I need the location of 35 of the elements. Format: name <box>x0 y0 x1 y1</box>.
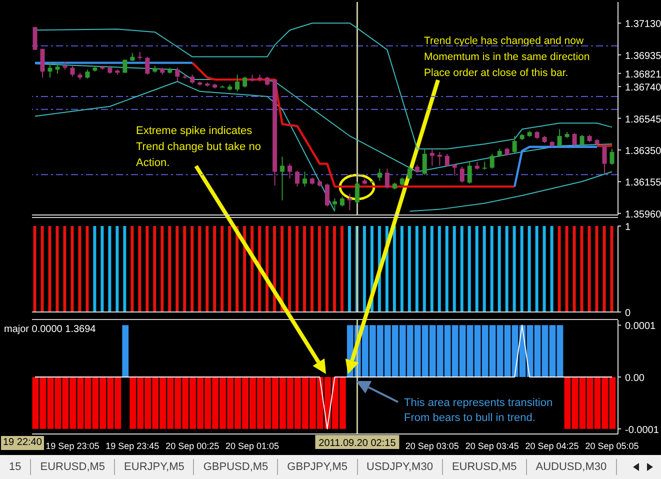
x-tick-label: 20 Sep 04:25 <box>525 441 579 451</box>
text: 15 <box>0 459 32 475</box>
annotation: Extreme spike indicates Trend change but take no Action. <box>136 125 261 169</box>
text: USDJPY,M30 <box>358 459 443 475</box>
text: 19 22:40 <box>1 436 44 450</box>
x-tick-label: 20 Sep 05:05 <box>585 441 639 451</box>
text: EURJPY,M5 <box>115 459 194 475</box>
annotation: Trend cycle has changed and now Momemtum is in the same direction Place order at close of this bar. <box>424 35 590 79</box>
ref-line-label: 2011.09.20 02:15 <box>318 438 396 449</box>
text: GBPJPY,M5 <box>278 459 358 475</box>
y-tick-label: 1.35960 <box>625 209 661 220</box>
y-tick-label: 1.36740 <box>625 82 661 94</box>
y-tick-label: 1.37130 <box>625 19 661 30</box>
x-tick-label: 20 Sep 03:45 <box>465 441 519 451</box>
x-tick-label: 20 Sep 00:25 <box>166 441 220 451</box>
y-tick-label: 1.36350 <box>625 146 661 157</box>
y-tick-label: -0.0001 <box>625 424 660 436</box>
text: EURUSD,M5 <box>442 459 527 475</box>
x-tick-label: 19 Sep 23:45 <box>106 441 160 451</box>
text: AUDUSD,M30 <box>526 459 617 475</box>
chart-title: major 0.0000 1.3694 <box>4 324 96 335</box>
x-tick-label: 19 Sep 23:05 <box>46 441 100 451</box>
y-tick-label: 1.36935 <box>625 50 661 62</box>
y-tick-label: 1.36545 <box>625 114 661 126</box>
text: EURUSD,M5 <box>31 459 116 475</box>
x-tick-label: 20 Sep 03:05 <box>405 441 459 451</box>
x-tick-label: 20 Sep 01:05 <box>226 441 280 451</box>
y-tick-label: 1 <box>625 222 631 233</box>
y-tick-label: 0.0001 <box>625 321 656 332</box>
annotation: This area represents transition From bears to bull in trend. <box>404 397 553 424</box>
y-tick-label: 0 <box>625 308 631 319</box>
y-tick-label: 0.00 <box>625 373 645 384</box>
y-tick-label: 1.36155 <box>625 178 661 189</box>
text: GBPUSD,M5 <box>194 459 278 475</box>
y-tick-label: 1.36821 <box>625 69 661 80</box>
